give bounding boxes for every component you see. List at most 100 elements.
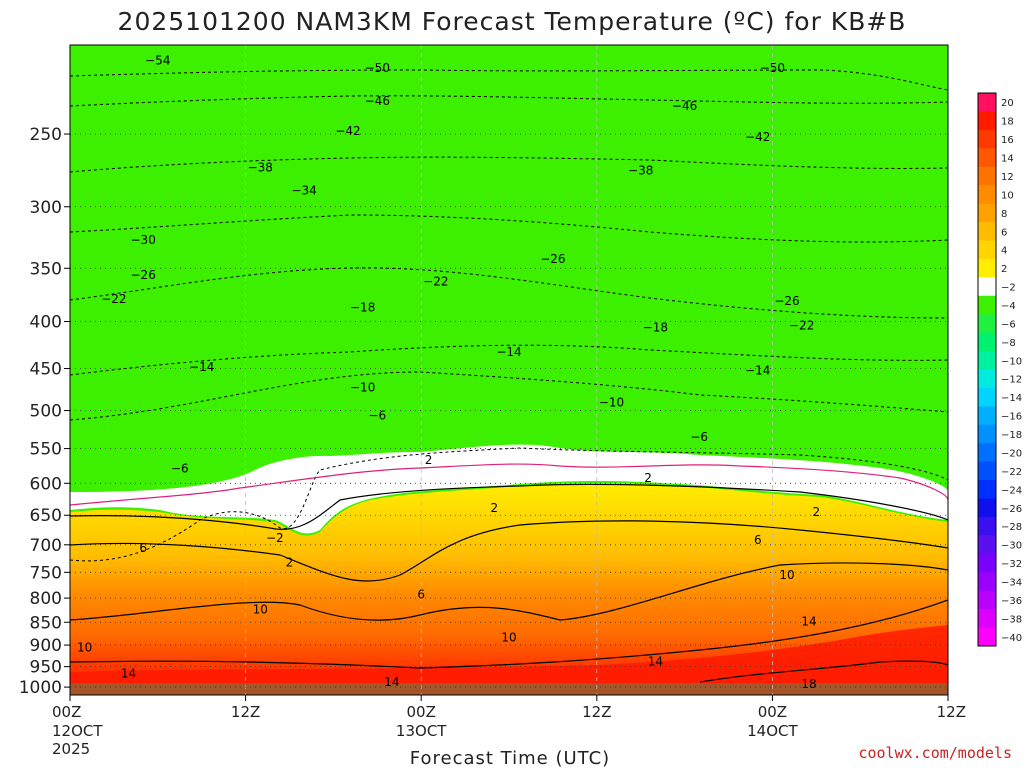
- colorbar-swatch: [978, 129, 996, 149]
- colorbar-swatch: [978, 222, 996, 241]
- colorbar-label: −20: [1001, 448, 1022, 459]
- y-tick-label: 750: [30, 563, 62, 583]
- contour-label: 2: [286, 556, 294, 570]
- colorbar-swatch: [978, 387, 996, 407]
- contour-label: 2: [491, 501, 499, 515]
- colorbar-label: 12: [1001, 172, 1014, 183]
- x-tick-date: 13OCT: [396, 722, 447, 740]
- colorbar-label: 18: [1001, 117, 1014, 128]
- colorbar-label: −34: [1001, 577, 1022, 588]
- y-tick-label: 950: [30, 658, 62, 678]
- colorbar-label: 20: [1001, 98, 1014, 109]
- colorbar-swatch: [978, 332, 996, 352]
- colorbar-label: 6: [1001, 227, 1007, 238]
- colorbar-swatch: [978, 166, 996, 186]
- colorbar-label: −18: [1001, 430, 1022, 441]
- contour-label: −26: [540, 252, 565, 266]
- colorbar-label: −36: [1001, 596, 1022, 607]
- y-tick-label: 1000: [19, 678, 62, 698]
- contour-label: −34: [291, 183, 316, 197]
- colorbar-label: −2: [1001, 283, 1016, 294]
- colorbar-swatch: [978, 480, 996, 500]
- x-tick-label: 12Z: [937, 703, 966, 721]
- contour-label: −42: [335, 124, 360, 138]
- colorbar-swatch: [978, 277, 996, 297]
- colorbar-swatch: [978, 461, 996, 481]
- colorbar-swatch: [978, 535, 996, 555]
- contour-label: −22: [101, 292, 126, 306]
- colorbar-label: −26: [1001, 504, 1022, 515]
- colorbar-label: 8: [1001, 209, 1007, 220]
- contour-label: −46: [365, 94, 390, 108]
- y-tick-label: 600: [30, 474, 62, 494]
- y-tick-label: 450: [30, 360, 62, 380]
- contour-14-line: [70, 599, 948, 669]
- contour-label: −26: [131, 268, 156, 282]
- plot-frame: [69, 44, 949, 696]
- colorbar-label: −40: [1001, 633, 1022, 644]
- colorbar-label: 2: [1001, 264, 1007, 275]
- contour-6-line: [70, 520, 948, 582]
- colorbar-label: 4: [1001, 246, 1007, 257]
- x-tick-label: 12Z: [231, 703, 260, 721]
- credit-text: coolwx.com/models: [858, 744, 1012, 762]
- contour-label: 14: [801, 614, 816, 628]
- ground: [70, 683, 948, 695]
- x-tick-label: 00Z: [758, 703, 787, 721]
- colorbar-label: −32: [1001, 559, 1022, 570]
- colorbar-swatch: [978, 295, 996, 315]
- contour-label: 2: [644, 471, 652, 485]
- contour-0-line: [70, 463, 948, 506]
- colorbar-label: −4: [1001, 301, 1016, 312]
- colorbar-swatch: [978, 498, 996, 518]
- colorbar-swatch: [978, 111, 996, 131]
- colorbar-swatch: [978, 314, 996, 334]
- colorbar-swatch: [978, 516, 996, 536]
- colorbar-label: −16: [1001, 412, 1022, 423]
- y-tick-label: 850: [30, 613, 62, 633]
- contour-label: 18: [801, 677, 816, 691]
- y-tick-label: 800: [30, 589, 62, 609]
- contour-label: 10: [779, 568, 794, 582]
- colorbar-label: −30: [1001, 541, 1022, 552]
- contour-18-line: [699, 660, 948, 683]
- y-tick-label: 250: [30, 125, 62, 145]
- colorbar-swatch: [978, 93, 996, 112]
- colorbar-swatch: [978, 351, 996, 370]
- colorbar-label: −10: [1001, 356, 1022, 367]
- colorbar-swatch: [978, 203, 996, 223]
- contour-minus-30-line: [70, 214, 948, 243]
- y-tick-label: 650: [30, 506, 62, 526]
- y-tick-label: 700: [30, 536, 62, 556]
- colorbar-label: 10: [1001, 190, 1014, 201]
- contour-label: −6: [690, 430, 708, 444]
- contour-label: −22: [789, 319, 814, 333]
- colorbar-frame: [977, 92, 997, 647]
- colorbar-swatch: [978, 572, 996, 592]
- contour-minus-14-line: [70, 344, 948, 376]
- contour-label: 6: [754, 533, 762, 547]
- contour-label: −14: [496, 345, 521, 359]
- colorbar-label: −12: [1001, 375, 1022, 386]
- colorbar-label: 14: [1001, 154, 1014, 165]
- contour-label: 14: [121, 667, 136, 681]
- colorbar-swatch: [978, 443, 996, 463]
- contour-label: −30: [131, 233, 156, 247]
- contour-label: 2: [812, 505, 820, 519]
- contour-label: −10: [350, 381, 375, 395]
- y-tick-label: 350: [30, 259, 62, 279]
- contour-label: −14: [189, 360, 214, 374]
- y-tick-label: 900: [30, 636, 62, 656]
- colorbar-label: −38: [1001, 614, 1022, 625]
- warm-field: [70, 483, 948, 695]
- colorbar-label: −24: [1001, 485, 1022, 496]
- plot-area: [70, 45, 948, 695]
- y-axis: 250 300 350 400 450 500 550 600 650 700 750 800 850 9…: [19, 125, 70, 698]
- contour-label: 10: [77, 640, 92, 654]
- contour-label: −18: [350, 300, 375, 314]
- freezing-layer: [70, 444, 948, 534]
- contour-label: −54: [145, 54, 170, 68]
- contour-label: −46: [672, 99, 697, 113]
- colorbar-swatch: [978, 240, 996, 260]
